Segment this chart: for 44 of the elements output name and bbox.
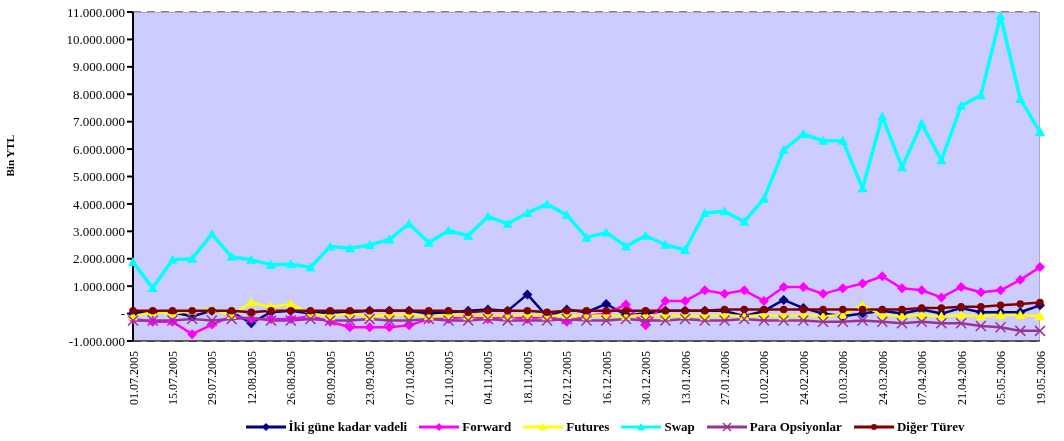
x-tick-label: 26.08.2005 — [284, 351, 299, 405]
x-tick-label: 05.05.2006 — [994, 351, 1009, 405]
y-tick-label: 5.000.000 — [73, 169, 125, 185]
y-tick-label: 3.000.000 — [73, 223, 125, 239]
x-tick-label: 02.12.2005 — [560, 351, 575, 405]
x-tick-label: 24.03.2006 — [875, 351, 890, 405]
x-tick-label: 18.11.2005 — [520, 351, 535, 405]
x-tick-label: 12.08.2005 — [244, 351, 259, 405]
legend-label: Futures — [566, 419, 610, 435]
legend-label: Diğer Türev — [896, 419, 965, 435]
y-tick-label: 9.000.000 — [73, 59, 125, 75]
x-tick-label: 01.07.2005 — [126, 351, 141, 405]
legend-label: Para Opsiyonlar — [749, 419, 842, 435]
x-tick-label: 29.07.2005 — [205, 351, 220, 405]
x-tick-label: 04.11.2005 — [481, 351, 496, 405]
x-tick-label: 19.05.2006 — [1033, 351, 1048, 405]
x-tick-label: 07.10.2005 — [402, 351, 417, 405]
legend-label: İki güne kadar vadeli — [288, 419, 408, 435]
x-tick-label: 21.04.2006 — [954, 351, 969, 405]
x-tick-label: 24.02.2006 — [796, 351, 811, 405]
y-tick-label: 2.000.000 — [73, 251, 125, 267]
y-tick-label: 7.000.000 — [73, 114, 125, 130]
y-tick-label: 4.000.000 — [73, 196, 125, 212]
x-tick-label: 27.01.2006 — [718, 351, 733, 405]
x-tick-label: 16.12.2005 — [599, 351, 614, 405]
x-tick-label: 07.04.2006 — [915, 351, 930, 405]
y-tick-label: 10.000.000 — [66, 32, 125, 48]
x-tick-label: 09.09.2005 — [323, 351, 338, 405]
y-axis-title: Bin YTL — [3, 135, 16, 177]
x-tick-label: 13.01.2006 — [678, 351, 693, 405]
y-tick-label: 1.000.000 — [73, 278, 125, 294]
x-tick-label: 30.12.2005 — [639, 351, 654, 405]
y-tick-label: 11.000.000 — [66, 4, 125, 20]
y-tick-label: -1.000.000 — [68, 333, 125, 349]
y-tick-label: 8.000.000 — [73, 86, 125, 102]
legend-label: Forward — [462, 419, 512, 435]
x-tick-label: 10.03.2006 — [836, 351, 851, 405]
y-tick-label: - — [120, 306, 125, 322]
legend-label: Swap — [664, 419, 695, 435]
x-tick-label: 10.02.2006 — [757, 351, 772, 405]
x-tick-label: 15.07.2005 — [165, 351, 180, 405]
x-tick-label: 21.10.2005 — [442, 351, 456, 405]
x-tick-label: 23.09.2005 — [363, 351, 378, 405]
y-tick-label: 6.000.000 — [73, 141, 125, 157]
